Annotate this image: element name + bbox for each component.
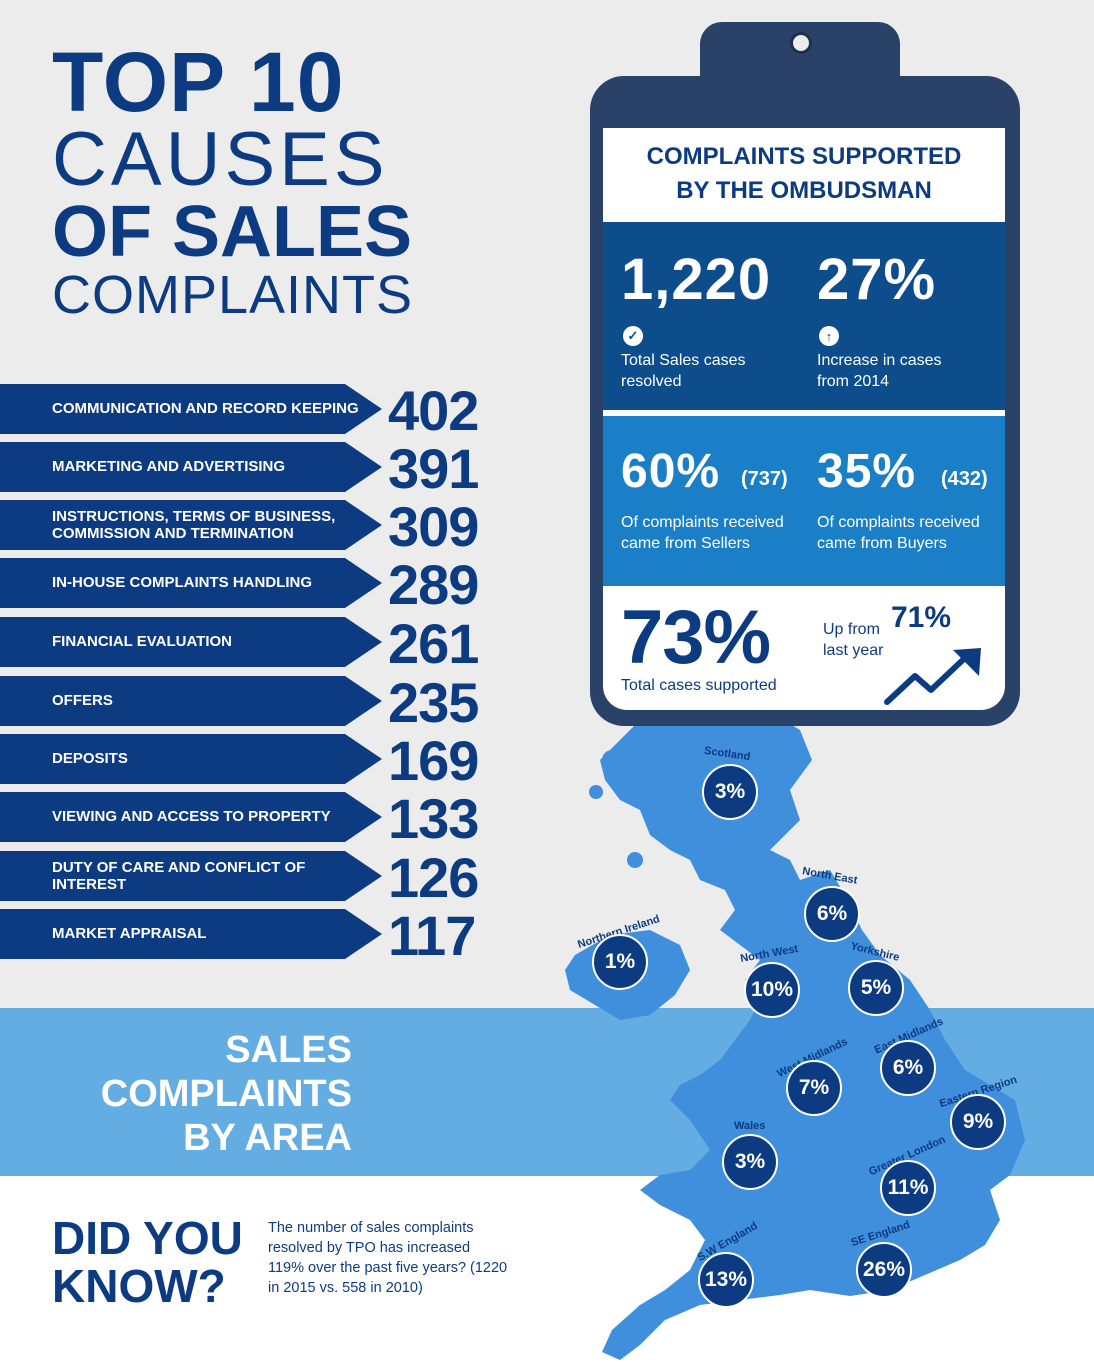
sellers-percent: 60% [621,445,721,498]
region-value: 13% [698,1252,754,1308]
cause-count: 261 [388,612,479,675]
area-title-line-1: SALES [225,1029,352,1071]
cause-label: DUTY OF CARE AND CONFLICT OF INTEREST [52,858,306,893]
cause-count: 117 [388,904,476,967]
cause-row: MARKET APPRAISAL 117 [0,904,500,967]
up-from-prefix: Up from [823,621,880,638]
did-you-know-heading: DID YOU KNOW? [52,1214,243,1310]
buyers-count: (432) [941,468,988,490]
cases-resolved-value: 1,220 [621,247,772,312]
last-year-value: 71% [891,601,952,634]
cause-row: DEPOSITS 169 [0,729,500,792]
island-shape [627,852,643,868]
cause-row: FINANCIAL EVALUATION 261 [0,612,500,675]
title-line-4: COMPLAINTS [52,265,414,325]
cause-label: INSTRUCTIONS, TERMS OF BUSINESS, COMMISS… [52,507,336,542]
check-icon: ✓ [623,326,643,346]
title-line-2: CAUSES [52,117,389,202]
cases-supported-label: Total cases supported [621,677,777,694]
area-title: SALES COMPLAINTS BY AREA [60,1028,352,1160]
increase-value: 27% [817,247,937,312]
region-value: 1% [592,934,648,990]
cause-arrow [0,851,382,901]
region-value: 3% [722,1134,778,1190]
cause-count: 402 [388,379,479,442]
cause-arrow [0,500,382,550]
cause-row: IN-HOUSE COMPLAINTS HANDLING 289 [0,553,500,616]
cause-row: OFFERS 235 [0,671,500,734]
cause-arrow [0,384,382,434]
island-shape [589,785,603,799]
cause-row: INSTRUCTIONS, TERMS OF BUSINESS, COMMISS… [0,495,500,558]
region-value: 7% [786,1060,842,1116]
cause-arrow [0,617,382,667]
cause-arrow [0,676,382,726]
cause-row: MARKETING AND ADVERTISING 391 [0,437,500,500]
cause-row: VIEWING AND ACCESS TO PROPERTY 133 [0,787,500,850]
cause-count: 289 [388,553,479,616]
cause-count: 309 [388,495,479,558]
cause-label: COMMUNICATION AND RECORD KEEPING [52,400,359,418]
clipboard-heading: COMPLAINTS SUPPORTED BY THE OMBUDSMAN [603,140,1005,208]
increase-label: Increase in cases from 2014 [817,352,942,390]
clipboard-paper: COMPLAINTS SUPPORTED BY THE OMBUDSMAN 1,… [603,128,1005,710]
cause-label: IN-HOUSE COMPLAINTS HANDLING [52,574,312,592]
did-you-know-line-2: KNOW? [52,1260,226,1312]
region-label: Wales [734,1120,766,1132]
cause-row: COMMUNICATION AND RECORD KEEPING 402 [0,379,500,442]
region-value: 6% [880,1040,936,1096]
cause-arrow [0,792,382,842]
cause-arrow [0,909,382,959]
region-value: 6% [804,886,860,942]
region-label: Scotland [703,744,752,764]
clipboard-heading-line-1: COMPLAINTS SUPPORTED [646,143,962,170]
buyers-label: Of complaints received came from Buyers [817,514,980,552]
region-value: 11% [880,1160,936,1216]
cause-arrow [0,734,382,784]
cases-resolved-label: Total Sales cases resolved [621,352,746,390]
arrow-up-icon: ↑ [819,326,839,346]
cause-count: 126 [388,846,479,909]
clipboard-heading-line-2: BY THE OMBUDSMAN [676,177,932,204]
region-value: 3% [702,764,758,820]
did-you-know-text: The number of sales complaints resolved … [268,1220,508,1296]
title-line-1: TOP 10 [52,35,345,129]
cause-label: VIEWING AND ACCESS TO PROPERTY [52,808,331,826]
region-label: North East [801,865,859,887]
cause-count: 169 [388,729,479,792]
sellers-label: Of complaints received came from Sellers [621,514,784,552]
trend-up-icon [884,648,981,705]
page-title: TOP 10 CAUSES OF SALES COMPLAINTS [52,40,452,324]
title-line-3: OF SALES [52,192,413,272]
region-value: 10% [744,962,800,1018]
cause-arrow [0,558,382,608]
region-value: 5% [848,960,904,1016]
cause-label: MARKETING AND ADVERTISING [52,458,286,476]
cause-count: 133 [388,787,479,850]
buyers-percent: 35% [817,445,917,498]
clipboard-hole [790,32,812,54]
did-you-know-line-1: DID YOU [52,1212,243,1264]
region-value: 9% [950,1094,1006,1150]
cause-count: 391 [388,437,479,500]
area-title-line-3: BY AREA [183,1117,352,1159]
cause-label: FINANCIAL EVALUATION [52,633,232,651]
cases-supported-value: 73% [621,595,771,680]
cause-label: DEPOSITS [52,750,128,768]
area-title-line-2: COMPLAINTS [100,1073,352,1115]
stats-panel-dark: 1,220 ✓ Total Sales cases resolved 27% ↑… [603,222,1005,410]
cause-arrow [0,442,382,492]
region-value: 26% [856,1242,912,1298]
cause-row: DUTY OF CARE AND CONFLICT OF INTEREST 12… [0,846,500,909]
stats-panel-mid: 60% (737) Of complaints received came fr… [603,416,1005,586]
up-from-suffix: last year [823,642,884,659]
cause-label: OFFERS [52,692,113,710]
cause-count: 235 [388,671,479,734]
island-shape [602,750,622,770]
cause-label: MARKET APPRAISAL [52,925,207,943]
sellers-count: (737) [741,468,788,490]
